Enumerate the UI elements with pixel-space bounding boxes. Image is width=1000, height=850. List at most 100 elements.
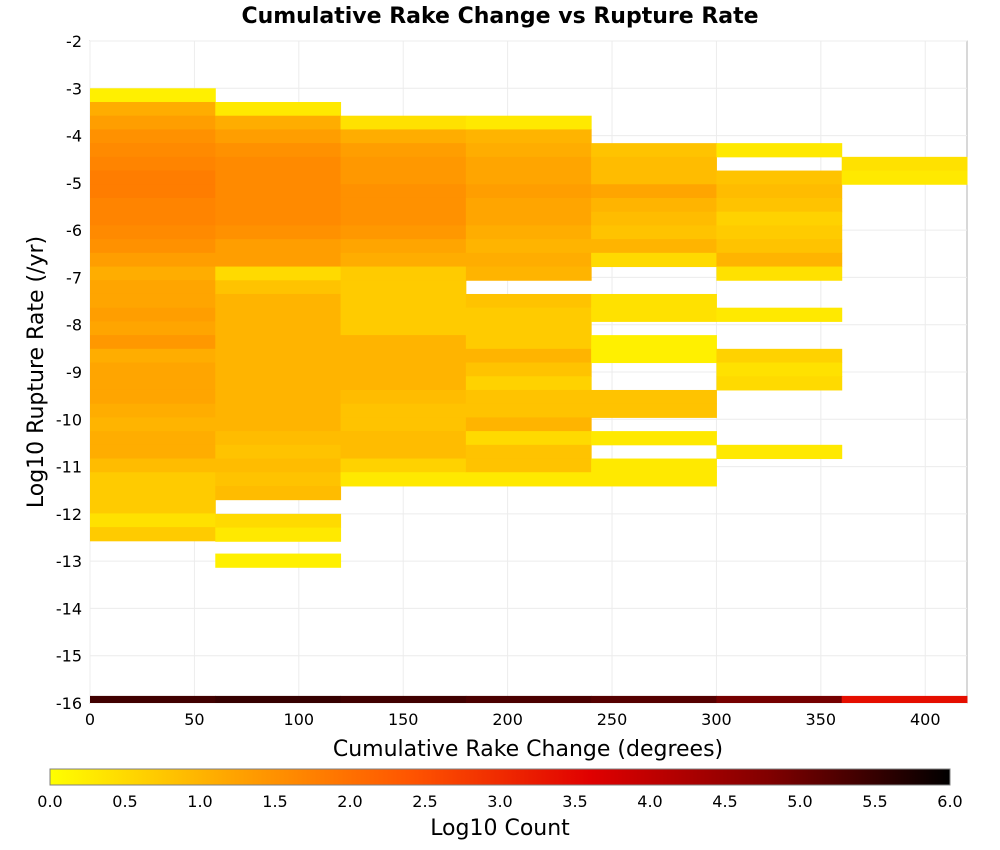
heatmap-cell — [591, 403, 717, 418]
heatmap-cell — [340, 431, 467, 446]
heatmap-cell — [465, 431, 592, 446]
heatmap-cell — [340, 170, 467, 185]
y-tick-label: -7 — [66, 268, 82, 287]
y-tick-label: -15 — [56, 647, 82, 666]
heatmap-cell — [215, 156, 342, 172]
heatmap-cell — [340, 211, 467, 226]
heatmap-cell — [215, 362, 342, 377]
heatmap-cell — [716, 184, 843, 199]
heatmap-cell — [90, 513, 216, 528]
heatmap-cell — [841, 156, 968, 172]
heatmap-cell — [591, 335, 717, 350]
heatmap-cell — [340, 129, 467, 144]
y-tick-label: -11 — [56, 458, 82, 477]
heatmap-cell — [215, 225, 342, 240]
heatmap-cell — [340, 252, 467, 268]
heatmap-cell — [340, 458, 467, 473]
heatmap-cell — [340, 444, 467, 460]
colorbar-tick-label: 4.5 — [712, 792, 737, 811]
heatmap-cell — [215, 321, 342, 336]
heatmap-cell — [215, 143, 342, 158]
x-tick-label: 400 — [910, 710, 941, 729]
heatmap-cell — [591, 239, 717, 254]
heatmap-cell — [465, 115, 592, 130]
heatmap-cell — [591, 211, 717, 226]
heatmap-cell — [215, 513, 342, 529]
heatmap-cell — [465, 197, 592, 213]
heatmap-cell — [90, 129, 216, 144]
heatmap-cell — [90, 348, 216, 364]
heatmap-cell — [716, 376, 843, 391]
heatmap-cell — [465, 417, 592, 432]
heatmap-cell — [465, 266, 592, 281]
heatmap-cell — [90, 389, 216, 405]
heatmap-cell — [591, 184, 717, 199]
y-tick-label: -5 — [66, 174, 82, 193]
heatmap-cell — [340, 156, 467, 172]
heatmap-cell — [215, 527, 342, 542]
heatmap-cell — [90, 403, 216, 418]
x-tick-label: 300 — [701, 710, 732, 729]
heatmap-cell — [90, 431, 216, 446]
heatmap-cell — [340, 321, 467, 336]
heatmap-cell — [716, 225, 843, 240]
heatmap-cell — [465, 444, 592, 460]
colorbar-tick-label: 5.5 — [862, 792, 887, 811]
heatmap-cell — [90, 170, 216, 185]
heatmap-cell — [340, 184, 467, 199]
heatmap-cell — [215, 129, 342, 144]
heatmap-cell — [215, 211, 342, 226]
heatmap-cell — [465, 348, 592, 364]
x-tick-label: 50 — [184, 710, 204, 729]
heatmap-cell — [465, 156, 592, 172]
heatmap-cell — [465, 376, 592, 391]
y-tick-label: -6 — [66, 221, 82, 240]
heatmap-cell — [215, 376, 342, 391]
colorbar-tick-label: 0.5 — [112, 792, 137, 811]
heatmap-cell — [215, 252, 342, 268]
heatmap-cell — [215, 239, 342, 254]
heatmap-cell — [465, 252, 592, 268]
heatmap-cell — [90, 417, 216, 432]
heatmap-cell — [215, 403, 342, 418]
heatmap-cell — [90, 293, 216, 309]
heatmap-cell — [90, 499, 216, 514]
heatmap-cell — [90, 115, 216, 130]
colorbar-tick-label: 3.5 — [562, 792, 587, 811]
heatmap-cell — [340, 307, 467, 322]
heatmap-cell — [90, 225, 216, 240]
heatmap-cell — [215, 115, 342, 130]
heatmap-cell — [90, 472, 216, 487]
heatmap-cell — [591, 348, 717, 364]
colorbar-tick-label: 1.0 — [187, 792, 212, 811]
colorbar-ticks: 0.0 0.5 1.0 1.5 2.0 2.5 3.0 3.5 4.0 4.5 5.0 5.5 6.0 — [37, 792, 962, 811]
colorbar-tick-label: 2.5 — [412, 792, 437, 811]
heatmap-cell — [90, 280, 216, 295]
y-tick-label: -4 — [66, 127, 82, 146]
heatmap-cell — [340, 280, 467, 295]
heatmap-strip-cell — [215, 695, 342, 703]
heatmap-cell — [716, 197, 843, 213]
heatmap-cell — [90, 362, 216, 377]
colorbar — [49, 768, 951, 786]
heatmap-cell — [465, 239, 592, 254]
heatmap-cell — [90, 527, 216, 542]
heatmap-cell — [591, 389, 717, 405]
heatmap-cell — [465, 129, 592, 144]
heatmap-cell — [90, 485, 216, 501]
heatmap-cell — [591, 143, 717, 158]
x-tick-label: 100 — [284, 710, 315, 729]
heatmap-cell — [340, 362, 467, 377]
heatmap-cell — [340, 115, 467, 130]
heatmap-cell — [215, 197, 342, 213]
heatmap-cell — [215, 170, 342, 185]
x-tick-label: 200 — [492, 710, 523, 729]
heatmap-cell — [465, 143, 592, 158]
colorbar-label: Log10 Count — [430, 816, 570, 841]
y-tick-label: -8 — [66, 316, 82, 335]
heatmap-cell — [215, 458, 342, 473]
heatmap-strip-cell — [90, 695, 216, 703]
heatmap-cell — [465, 458, 592, 473]
heatmap-cell — [215, 266, 342, 281]
heatmap-cell — [591, 293, 717, 309]
